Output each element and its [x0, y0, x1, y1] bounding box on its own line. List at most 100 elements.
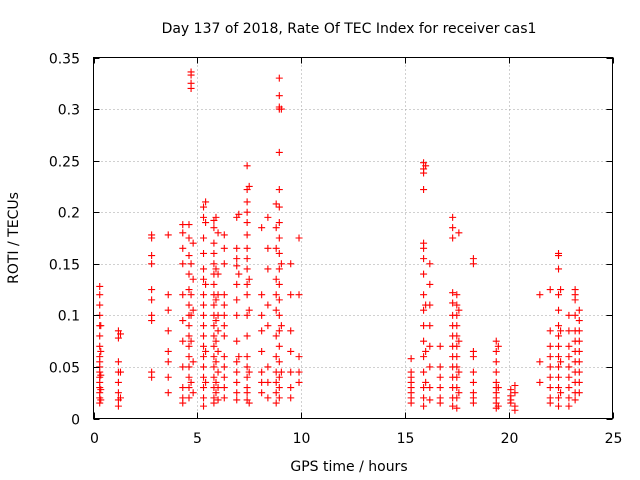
data-point: [420, 368, 428, 376]
data-point: [555, 353, 563, 361]
data-point: [295, 353, 303, 361]
data-point: [179, 384, 187, 392]
data-point: [200, 275, 208, 283]
data-point: [287, 384, 295, 392]
data-point: [555, 394, 563, 402]
data-point: [243, 353, 251, 361]
data-point: [189, 239, 197, 247]
data-point: [565, 394, 573, 402]
data-point: [200, 342, 208, 350]
data-point: [243, 280, 251, 288]
data-point: [245, 306, 253, 314]
data-point: [575, 337, 583, 345]
data-point: [233, 378, 241, 386]
data-point: [243, 311, 251, 319]
data-point: [233, 358, 241, 366]
grid-lines: [93, 57, 613, 419]
data-point: [469, 399, 477, 407]
data-point: [220, 311, 228, 319]
data-point: [243, 198, 251, 206]
data-point: [114, 389, 122, 397]
data-point: [264, 322, 272, 330]
data-point: [245, 182, 253, 190]
data-point: [565, 373, 573, 381]
data-point: [575, 327, 583, 335]
data-point: [187, 337, 195, 345]
data-point: [258, 224, 266, 232]
data-point: [436, 384, 444, 392]
x-tick-label: 10: [293, 431, 311, 447]
data-point: [210, 224, 218, 232]
data-point: [200, 332, 208, 340]
y-tick-label: 0.2: [58, 206, 80, 222]
data-point: [557, 389, 565, 397]
data-point: [210, 322, 218, 330]
data-point: [436, 373, 444, 381]
data-point: [264, 378, 272, 386]
data-point: [555, 322, 563, 330]
data-point: [494, 384, 502, 392]
data-point: [243, 291, 251, 299]
data-point: [275, 342, 283, 350]
data-point: [536, 378, 544, 386]
data-point: [220, 332, 228, 340]
data-point: [164, 231, 172, 239]
data-point: [449, 224, 457, 232]
data-point: [243, 265, 251, 273]
data-point: [148, 234, 156, 242]
data-point: [565, 353, 573, 361]
data-point: [179, 221, 187, 229]
data-point: [272, 306, 280, 314]
data-point: [264, 394, 272, 402]
data-point: [492, 358, 500, 366]
data-point: [546, 342, 554, 350]
data-point: [114, 358, 122, 366]
data-point: [453, 342, 461, 350]
data-point: [555, 252, 563, 260]
data-point: [214, 396, 222, 404]
data-point: [555, 384, 563, 392]
data-point: [96, 291, 104, 299]
data-point: [426, 342, 434, 350]
data-point: [220, 384, 228, 392]
data-point: [536, 358, 544, 366]
data-point: [212, 378, 220, 386]
data-point: [187, 291, 195, 299]
data-point: [245, 275, 253, 283]
data-point: [575, 378, 583, 386]
data-point: [557, 358, 565, 366]
data-point: [179, 229, 187, 237]
data-point: [210, 373, 218, 381]
data-point: [453, 394, 461, 402]
data-point: [575, 358, 583, 366]
data-point: [233, 296, 241, 304]
data-point: [275, 92, 283, 100]
data-point: [220, 373, 228, 381]
data-point: [200, 265, 208, 273]
data-point: [420, 384, 428, 392]
data-point: [210, 239, 218, 247]
data-point: [96, 282, 104, 290]
data-point: [214, 368, 222, 376]
data-point: [272, 224, 280, 232]
data-point: [453, 353, 461, 361]
x-axis-label: GPS time / hours: [290, 459, 407, 475]
data-point: [546, 399, 554, 407]
data-point: [426, 363, 434, 371]
data-point: [210, 342, 218, 350]
y-tick-label: 0.15: [49, 258, 80, 274]
data-point: [200, 301, 208, 309]
data-point: [96, 399, 104, 407]
data-point: [455, 389, 463, 397]
data-point: [189, 275, 197, 283]
data-point: [275, 327, 283, 335]
data-point: [420, 353, 428, 361]
data-point: [243, 231, 251, 239]
data-point: [179, 291, 187, 299]
data-point: [214, 229, 222, 237]
data-point: [546, 373, 554, 381]
data-point: [275, 311, 283, 319]
data-point: [258, 389, 266, 397]
data-point: [275, 203, 283, 211]
